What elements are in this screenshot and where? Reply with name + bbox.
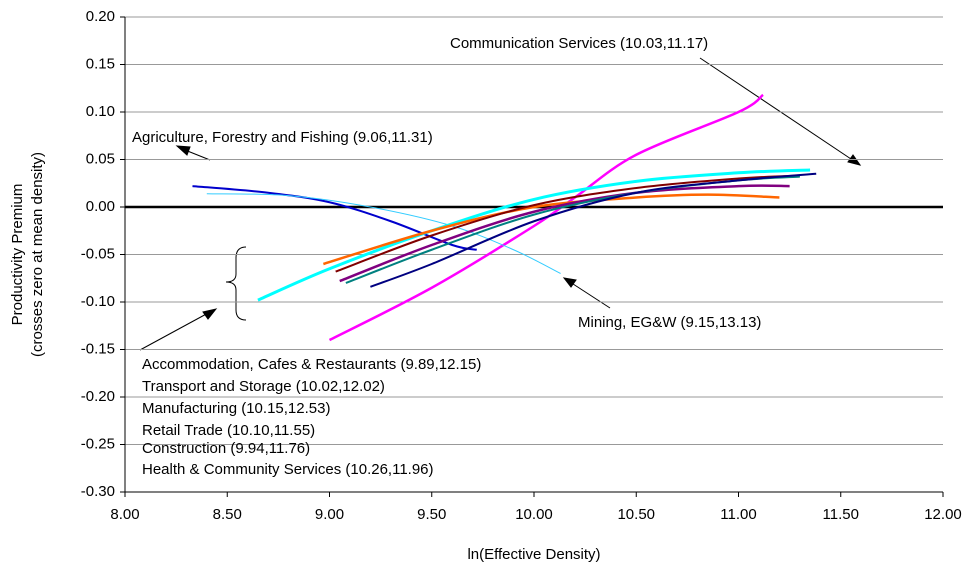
arrowhead bbox=[562, 277, 577, 288]
y-tick-label: -0.15 bbox=[81, 340, 115, 357]
y-tick-label: -0.30 bbox=[81, 483, 115, 500]
y-tick-label: 0.10 bbox=[86, 103, 115, 120]
series-line bbox=[335, 174, 800, 273]
x-tick-label: 10.50 bbox=[617, 506, 655, 523]
series-label: Health & Community Services (10.26,11.96… bbox=[142, 461, 434, 478]
x-tick-label: 11.50 bbox=[823, 506, 859, 523]
y-tick-label: 0.05 bbox=[86, 150, 115, 167]
annotation-arrows bbox=[139, 57, 862, 351]
series-line bbox=[370, 172, 817, 288]
brace bbox=[225, 246, 247, 321]
y-tick-label: -0.25 bbox=[81, 435, 115, 452]
arrowhead bbox=[202, 308, 218, 320]
x-tick-label: 9.00 bbox=[315, 506, 344, 523]
series-line bbox=[339, 184, 790, 283]
x-axis-label: ln(Effective Density) bbox=[467, 546, 600, 563]
series-line bbox=[322, 193, 780, 266]
y-axis-label: (crosses zero at mean density) bbox=[29, 152, 46, 357]
series-label: Transport and Storage (10.02,12.02) bbox=[142, 378, 385, 395]
x-tick-label: 8.00 bbox=[110, 506, 139, 523]
y-tick-label: 0.15 bbox=[86, 55, 115, 72]
y-axis-label: Productivity Premium bbox=[9, 184, 26, 326]
arrow bbox=[569, 281, 611, 309]
series-label: Construction (9.94,11.76) bbox=[142, 440, 310, 457]
series-line bbox=[206, 193, 561, 274]
y-tick-label: -0.10 bbox=[81, 293, 115, 310]
x-tick-label: 10.00 bbox=[515, 506, 553, 523]
arrowhead bbox=[175, 145, 191, 156]
series-line bbox=[257, 168, 811, 302]
y-tick-label: -0.05 bbox=[81, 245, 115, 262]
arrow bbox=[139, 311, 211, 351]
series-label: Agriculture, Forestry and Fishing (9.06,… bbox=[132, 129, 433, 146]
series-label: Retail Trade (10.10,11.55) bbox=[142, 422, 315, 439]
series-line bbox=[192, 185, 477, 251]
series-label: Accommodation, Cafes & Restaurants (9.89… bbox=[142, 356, 481, 373]
arrow bbox=[184, 149, 211, 161]
x-tick-label: 11.00 bbox=[720, 506, 756, 523]
x-tick-label: 9.50 bbox=[417, 506, 446, 523]
series-label: Communication Services (10.03,11.17) bbox=[450, 35, 708, 52]
y-tick-label: 0.00 bbox=[86, 198, 115, 215]
series-label: Mining, EG&W (9.15,13.13) bbox=[578, 314, 761, 331]
x-tick-label: 12.00 bbox=[924, 506, 962, 523]
series-label: Manufacturing (10.15,12.53) bbox=[142, 400, 330, 417]
x-tick-label: 8.50 bbox=[213, 506, 242, 523]
y-tick-label: -0.20 bbox=[81, 388, 115, 405]
y-tick-label: 0.20 bbox=[86, 8, 115, 25]
